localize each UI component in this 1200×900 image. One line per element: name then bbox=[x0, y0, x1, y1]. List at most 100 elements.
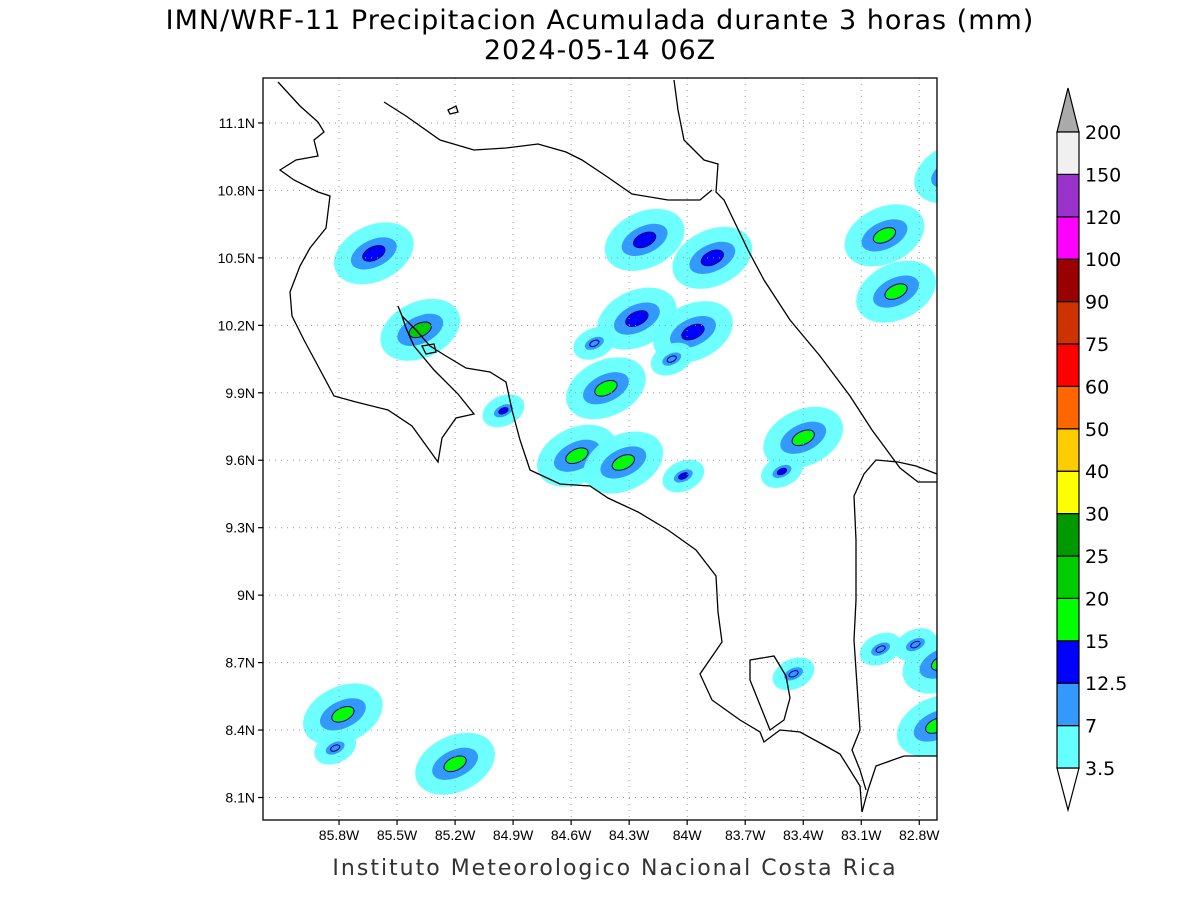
precip-cell bbox=[333, 222, 414, 285]
precip-cell bbox=[844, 204, 925, 267]
colorbar-box bbox=[1056, 216, 1080, 260]
map-title: IMN/WRF-11 Precipitacion Acumulada duran… bbox=[165, 5, 1035, 36]
precip-core-area bbox=[788, 670, 799, 678]
lat-tick-label: 10.5N bbox=[218, 250, 255, 266]
colorbar-box bbox=[1056, 428, 1080, 472]
lat-tick-label: 10.8N bbox=[218, 182, 255, 198]
nicaragua-costa-rica-border bbox=[383, 101, 713, 201]
precip-core-area bbox=[625, 310, 649, 327]
colorbar-label: 30 bbox=[1085, 504, 1109, 526]
lon-tick-label: 83.7W bbox=[725, 827, 766, 843]
colorbar-label: 150 bbox=[1085, 164, 1121, 186]
colorbar-label: 200 bbox=[1085, 122, 1121, 144]
colorbar-box bbox=[1056, 343, 1080, 388]
pacific-panama-coast bbox=[861, 755, 937, 813]
colorbar-label: 25 bbox=[1085, 546, 1109, 568]
lon-tick-label: 84W bbox=[673, 827, 703, 843]
precip-core-area bbox=[611, 454, 635, 471]
precip-core-area bbox=[681, 323, 705, 341]
colorbar-over-triangle bbox=[1056, 87, 1080, 133]
colorbar-box bbox=[1056, 512, 1080, 557]
precip-cell bbox=[604, 208, 685, 271]
latitude-axis: 11.1N 10.8N 10.5N 10.2N 9.9N 9.6N 9.3N 9N 8.7N 8.… bbox=[218, 115, 263, 806]
colorbar-box bbox=[1056, 682, 1080, 727]
lon-tick-label: 84.9W bbox=[493, 827, 534, 843]
colorbar-under-triangle bbox=[1056, 767, 1080, 813]
colorbar-label: 12.5 bbox=[1085, 673, 1127, 695]
precip-cell bbox=[859, 632, 902, 666]
precip-cell bbox=[303, 683, 383, 746]
precip-core-area bbox=[700, 249, 724, 267]
precip-core-area bbox=[443, 755, 467, 773]
precip-core-area bbox=[791, 429, 815, 447]
colorbar-box bbox=[1056, 470, 1080, 515]
precip-cell bbox=[650, 342, 693, 376]
colorbar-label: 60 bbox=[1085, 376, 1109, 398]
lat-tick-label: 9.3N bbox=[225, 520, 255, 536]
lon-tick-label: 83.4W bbox=[783, 827, 824, 843]
coastline-layer bbox=[277, 79, 937, 813]
precipitation-layer bbox=[303, 141, 968, 795]
precip-cell bbox=[415, 732, 495, 795]
precip-cell bbox=[763, 406, 844, 469]
map-grid bbox=[263, 78, 937, 820]
lat-tick-label: 10.2N bbox=[218, 317, 255, 333]
precip-core-area bbox=[875, 645, 886, 653]
lat-tick-label: 8.7N bbox=[225, 655, 255, 671]
precip-core-area bbox=[941, 161, 968, 183]
colorbar-label: 3.5 bbox=[1085, 758, 1115, 780]
lat-tick-label: 9N bbox=[237, 587, 255, 603]
precip-cell bbox=[314, 731, 357, 765]
precip-cell bbox=[894, 628, 937, 662]
caribbean-coastline bbox=[673, 79, 937, 483]
precip-core-area bbox=[910, 640, 921, 649]
lat-tick-label: 8.1N bbox=[225, 790, 255, 806]
colorbar-label: 7 bbox=[1085, 716, 1097, 738]
colorbar-box bbox=[1056, 173, 1080, 218]
precip-cell bbox=[583, 431, 664, 494]
precip-cell bbox=[380, 298, 461, 361]
precip-cell bbox=[566, 357, 646, 420]
colorbar-label: 20 bbox=[1085, 588, 1109, 610]
colorbar-label: 100 bbox=[1085, 249, 1121, 271]
colorbar-label: 120 bbox=[1085, 207, 1121, 229]
lat-tick-label: 9.9N bbox=[225, 385, 255, 401]
precip-core-area bbox=[565, 447, 589, 465]
colorbar-label: 75 bbox=[1085, 334, 1109, 356]
lat-tick-label: 11.1N bbox=[219, 115, 255, 131]
colorbar-box bbox=[1056, 385, 1080, 430]
lon-tick-label: 85.2W bbox=[435, 827, 476, 843]
lat-tick-label: 9.6N bbox=[225, 452, 255, 468]
colorbar-label: 90 bbox=[1085, 292, 1109, 314]
lon-tick-label: 84.3W bbox=[609, 827, 650, 843]
lon-tick-label: 84.6W bbox=[551, 827, 592, 843]
nicaragua-coastline bbox=[277, 81, 476, 464]
credit-text: Instituto Meteorologico Nacional Costa R… bbox=[332, 856, 898, 881]
longitude-axis: 85.8W 85.5W 85.2W 84.9W 84.6W 84.3W 84W 83.7W 83… bbox=[319, 820, 940, 843]
gulf-nicoya-coast bbox=[401, 315, 863, 813]
panama-border bbox=[851, 459, 937, 791]
precip-core-area bbox=[632, 231, 657, 249]
colorbar-box bbox=[1056, 555, 1080, 600]
lon-tick-label: 83.1W bbox=[841, 827, 882, 843]
precip-cell bbox=[856, 260, 936, 323]
precip-cell bbox=[573, 326, 616, 360]
colorbar-box bbox=[1056, 724, 1080, 769]
osa-peninsula-coast bbox=[749, 655, 791, 732]
precip-level-area bbox=[919, 646, 937, 679]
colorbar-box bbox=[1056, 301, 1080, 345]
colorbar-label: 15 bbox=[1085, 631, 1109, 653]
precip-core-area bbox=[678, 472, 689, 480]
colorbar: 3.5 7 12.5 15 20 25 30 40 50 60 75 90 100 120 150 200 bbox=[1056, 87, 1127, 813]
precip-cell bbox=[672, 226, 753, 289]
precip-core-area bbox=[330, 744, 341, 752]
colorbar-box bbox=[1056, 597, 1080, 642]
precip-core-area bbox=[666, 355, 677, 363]
colorbar-box bbox=[1056, 258, 1080, 303]
lon-tick-label: 82.8W bbox=[899, 827, 940, 843]
precip-cell bbox=[914, 141, 968, 204]
lake-island-small bbox=[421, 343, 437, 355]
colorbar-label: 50 bbox=[1085, 419, 1109, 441]
map-subtitle-time: 2024-05-14 06Z bbox=[483, 35, 717, 66]
